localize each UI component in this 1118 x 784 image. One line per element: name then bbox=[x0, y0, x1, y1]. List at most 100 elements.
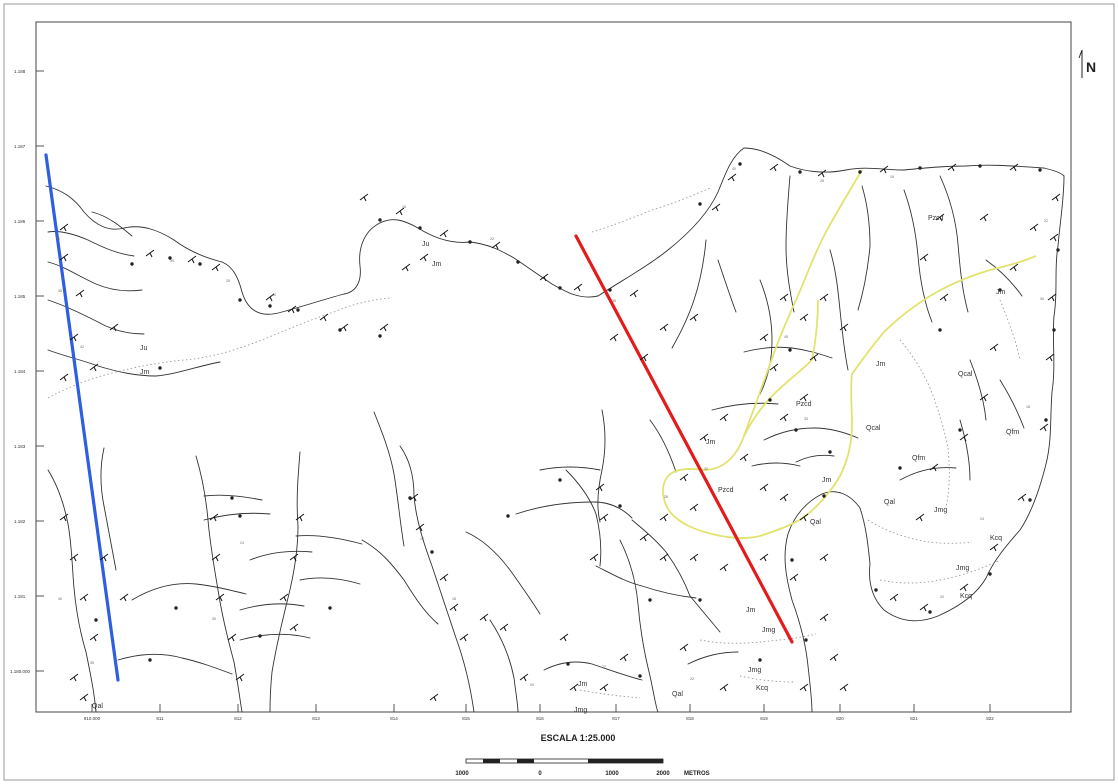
bottom-tick-label: 821 bbox=[910, 716, 918, 721]
svg-text:18: 18 bbox=[1026, 405, 1030, 409]
svg-text:40: 40 bbox=[272, 293, 276, 297]
svg-text:22: 22 bbox=[1044, 219, 1048, 223]
unit-label: Qal bbox=[810, 519, 821, 526]
north-label: N bbox=[1086, 59, 1096, 75]
scale-label: 0 bbox=[538, 771, 542, 777]
svg-text:30: 30 bbox=[704, 467, 708, 471]
left-tick-label: 1.183 bbox=[14, 444, 26, 449]
bottom-tick-label: 819 bbox=[760, 716, 768, 721]
svg-text:25: 25 bbox=[226, 279, 230, 283]
bottom-tick-label: 811 bbox=[156, 716, 164, 721]
bottom-tick-label: 816 bbox=[536, 716, 544, 721]
left-tick-label: 1.182 bbox=[14, 519, 26, 524]
scale-bar: 1000 0 1000 2000 METROS bbox=[455, 758, 710, 777]
bottom-tick-label: 814 bbox=[390, 716, 398, 721]
svg-text:20: 20 bbox=[530, 683, 534, 687]
unit-label: Jmg bbox=[748, 667, 761, 674]
left-tick-label: 1.186 bbox=[14, 219, 26, 224]
scale-unit: METROS bbox=[684, 771, 710, 777]
svg-text:28: 28 bbox=[820, 179, 824, 183]
left-tick-label: 1.180.000 bbox=[10, 669, 31, 674]
svg-text:35: 35 bbox=[58, 289, 62, 293]
svg-text:20: 20 bbox=[940, 595, 944, 599]
unit-label: Qal bbox=[92, 703, 103, 710]
svg-text:24: 24 bbox=[240, 541, 244, 545]
svg-text:30: 30 bbox=[170, 259, 174, 263]
unit-label: Jm bbox=[746, 607, 756, 614]
unit-label: Jm bbox=[140, 369, 150, 376]
unit-label: Jmg bbox=[934, 507, 947, 514]
bottom-tick-label: 822 bbox=[986, 716, 994, 721]
svg-text:30: 30 bbox=[212, 617, 216, 621]
bottom-axis-ticks bbox=[91, 704, 991, 712]
bottom-tick-label: 813 bbox=[312, 716, 320, 721]
tiny-annotations: 20 35 42 30 25 40 18 22 35 40 28 15 22 30 18 24 20 3… bbox=[56, 167, 1048, 687]
map-frame bbox=[35, 21, 1072, 713]
svg-text:24: 24 bbox=[980, 517, 984, 521]
unit-label: Jm bbox=[996, 289, 1006, 296]
unit-label: Pzcd bbox=[796, 401, 812, 408]
unit-label: Jmg bbox=[762, 627, 775, 634]
bottom-tick-label: 817 bbox=[612, 716, 620, 721]
unit-label: Qal bbox=[884, 499, 895, 506]
unit-label: Jm bbox=[578, 681, 588, 688]
svg-text:40: 40 bbox=[732, 167, 736, 171]
unit-label: Jmg bbox=[574, 707, 587, 714]
left-tick-label: 1.188 bbox=[14, 69, 26, 74]
svg-text:42: 42 bbox=[80, 345, 84, 349]
svg-text:35: 35 bbox=[612, 299, 616, 303]
blue-cross-section-line bbox=[44, 153, 120, 682]
strike-dip-ticks bbox=[59, 163, 1061, 702]
unit-label: Kcq bbox=[756, 685, 768, 692]
structural-symbols bbox=[94, 162, 1060, 678]
left-tick-label: 1.185 bbox=[14, 294, 26, 299]
unit-label: Kcq bbox=[990, 535, 1002, 542]
bottom-tick-label: 820 bbox=[836, 716, 844, 721]
unit-label: Ju bbox=[140, 345, 148, 352]
bottom-tick-label: 812 bbox=[234, 716, 242, 721]
bottom-tick-label: 815 bbox=[462, 716, 470, 721]
svg-text:33: 33 bbox=[804, 417, 808, 421]
north-arrow-icon: N bbox=[1078, 49, 1096, 78]
unit-label: Qcal bbox=[866, 425, 881, 432]
unit-label: Jmg bbox=[956, 565, 969, 572]
svg-text:27: 27 bbox=[602, 665, 606, 669]
scale-label: 2000 bbox=[656, 771, 670, 777]
left-tick-label: 1.184 bbox=[14, 369, 26, 374]
map-linework bbox=[45, 147, 1065, 713]
svg-text:28: 28 bbox=[664, 495, 668, 499]
svg-text:20: 20 bbox=[56, 237, 60, 241]
unit-label: Qal bbox=[672, 691, 683, 698]
left-axis-ticks bbox=[36, 70, 44, 672]
bottom-tick-label: 810.000 bbox=[84, 716, 101, 721]
scale-title: ESCALA 1:25.000 bbox=[541, 733, 616, 743]
svg-text:22: 22 bbox=[490, 237, 494, 241]
red-cross-section-line bbox=[574, 234, 794, 644]
left-tick-label: 1.187 bbox=[14, 144, 26, 149]
svg-text:15: 15 bbox=[890, 175, 894, 179]
svg-text:18: 18 bbox=[452, 597, 456, 601]
unit-label: Qcal bbox=[958, 371, 973, 378]
unit-label: Kcq bbox=[960, 593, 972, 600]
unit-label: Pzcd bbox=[928, 215, 944, 222]
unit-label: Ju bbox=[422, 241, 430, 248]
yellow-contacts bbox=[662, 169, 1037, 540]
left-tick-label: 1.181 bbox=[14, 594, 26, 599]
scale-label: 1000 bbox=[455, 771, 469, 777]
unit-label: Pzcd bbox=[718, 487, 734, 494]
unit-label: Jm bbox=[706, 439, 716, 446]
unit-label: Jm bbox=[876, 361, 886, 368]
unit-label: Jm bbox=[432, 261, 442, 268]
dotted-contacts bbox=[47, 187, 1021, 699]
svg-text:40: 40 bbox=[58, 597, 62, 601]
scale-label: 1000 bbox=[605, 771, 619, 777]
svg-text:45: 45 bbox=[784, 335, 788, 339]
svg-text:22: 22 bbox=[690, 677, 694, 681]
bottom-tick-label: 818 bbox=[686, 716, 694, 721]
unit-label: Qfm bbox=[912, 455, 925, 462]
svg-text:30: 30 bbox=[1040, 297, 1044, 301]
sheet-border bbox=[3, 3, 1115, 781]
svg-text:12: 12 bbox=[420, 537, 424, 541]
unit-label: Jm bbox=[822, 477, 832, 484]
